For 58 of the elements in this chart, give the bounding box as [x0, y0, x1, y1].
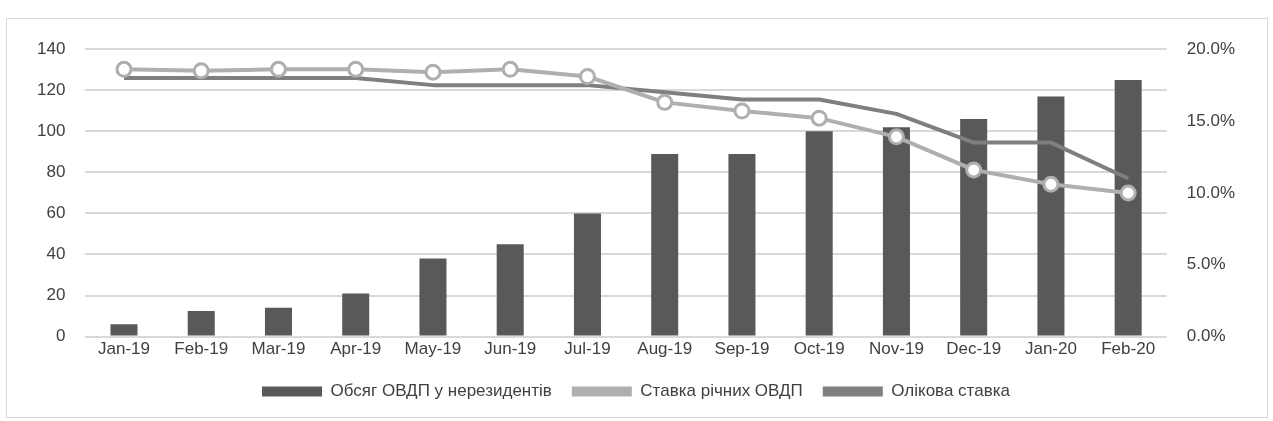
x-tick-label: Apr-19 — [330, 339, 382, 359]
legend-label: Олікова ставка — [891, 381, 1011, 401]
x-tick-label: Feb-19 — [174, 339, 229, 359]
bar — [496, 244, 524, 336]
x-tick-label: Oct-19 — [793, 339, 845, 359]
point — [1119, 184, 1137, 202]
legend-label: Обсяг ОВДП у нерезидентів — [330, 381, 552, 401]
x-tick-label: Mar-19 — [251, 339, 306, 359]
bar — [960, 119, 988, 336]
x-tick-label: Jan-19 — [97, 339, 150, 359]
point — [424, 63, 442, 81]
point — [192, 62, 210, 80]
y2-tick-label: 20.0% — [1186, 38, 1235, 58]
point — [115, 60, 133, 78]
x-tick-label: Sep-19 — [714, 339, 770, 359]
point — [501, 60, 519, 78]
bar — [728, 153, 756, 336]
y2-tick-label: 0.0% — [1186, 326, 1226, 346]
y2-tick-label: 10.0% — [1186, 182, 1235, 202]
bar — [882, 127, 910, 336]
point — [1042, 175, 1060, 193]
bar — [573, 213, 601, 336]
point — [269, 60, 287, 78]
bar — [651, 153, 679, 336]
x-tick-label: Jun-19 — [484, 339, 537, 359]
y-tick-label: 80 — [46, 162, 66, 182]
point — [810, 109, 828, 127]
bar — [110, 324, 138, 336]
bar — [264, 307, 292, 336]
point — [347, 60, 365, 78]
x-tick-label: Nov-19 — [869, 339, 924, 359]
bar — [1114, 79, 1142, 336]
x-tick-label: Dec-19 — [946, 339, 1002, 359]
y-tick-label: 20 — [46, 285, 66, 305]
y2-tick-label: 15.0% — [1186, 110, 1235, 130]
y2-tick-label: 5.0% — [1186, 254, 1226, 274]
y-tick-label: 60 — [46, 203, 66, 223]
point — [578, 68, 596, 85]
bar — [342, 293, 370, 336]
bar — [187, 310, 215, 336]
point — [965, 161, 983, 179]
point — [656, 93, 674, 111]
point — [887, 128, 905, 146]
x-tick-label: Jul-19 — [564, 339, 611, 359]
x-tick-label: Feb-20 — [1101, 339, 1156, 359]
x-tick-label: Jan-20 — [1024, 339, 1077, 359]
bar — [1037, 96, 1065, 336]
point — [733, 102, 751, 120]
bar — [419, 258, 447, 336]
y-tick-label: 140 — [36, 38, 66, 58]
x-tick-label: May-19 — [404, 339, 462, 359]
legend-label: Ставка річних ОВДП — [640, 381, 803, 401]
x-tick-label: Aug-19 — [637, 339, 693, 359]
y-tick-label: 40 — [46, 244, 66, 264]
bar — [805, 131, 833, 336]
y-tick-label: 120 — [36, 79, 66, 99]
y-tick-label: 0 — [55, 326, 66, 346]
y-tick-label: 100 — [36, 121, 66, 140]
